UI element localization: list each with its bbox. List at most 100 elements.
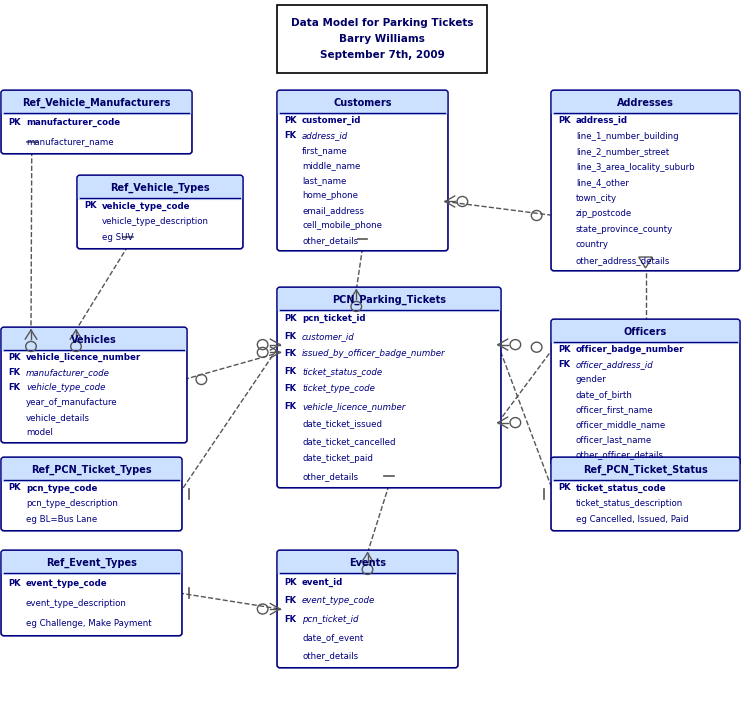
- Text: pcn_type_description: pcn_type_description: [26, 500, 118, 508]
- Text: PK: PK: [8, 484, 21, 493]
- Text: vehicle_type_code: vehicle_type_code: [26, 383, 105, 392]
- Text: Data Model for Parking Tickets
Barry Williams
September 7th, 2009: Data Model for Parking Tickets Barry Wil…: [291, 18, 473, 60]
- Text: other_address_details: other_address_details: [576, 256, 670, 265]
- Text: address_id: address_id: [576, 116, 628, 126]
- Text: other_details: other_details: [302, 472, 358, 481]
- Text: FK: FK: [284, 131, 296, 140]
- Text: Ref_Vehicle_Types: Ref_Vehicle_Types: [111, 183, 210, 193]
- Text: other_details: other_details: [302, 651, 358, 661]
- FancyBboxPatch shape: [1, 328, 186, 352]
- Text: PK: PK: [284, 314, 297, 323]
- Text: vehicle_licence_number: vehicle_licence_number: [26, 353, 141, 362]
- Text: vehicle_type_code: vehicle_type_code: [102, 201, 191, 211]
- Text: pcn_type_code: pcn_type_code: [26, 484, 97, 493]
- Text: Events: Events: [349, 558, 386, 568]
- Text: model: model: [26, 428, 53, 437]
- Text: FK: FK: [284, 366, 296, 376]
- Text: officer_middle_name: officer_middle_name: [576, 420, 666, 429]
- Text: vehicle_details: vehicle_details: [26, 413, 90, 422]
- FancyBboxPatch shape: [77, 176, 243, 249]
- Text: Ref_PCN_Ticket_Status: Ref_PCN_Ticket_Status: [583, 465, 708, 475]
- Text: manufacturer_code: manufacturer_code: [26, 118, 120, 127]
- Text: ticket_status_description: ticket_status_description: [576, 500, 683, 508]
- FancyBboxPatch shape: [552, 320, 739, 344]
- Text: event_type_description: event_type_description: [26, 599, 127, 607]
- Text: home_phone: home_phone: [302, 191, 358, 200]
- Text: address_id: address_id: [302, 131, 348, 140]
- FancyBboxPatch shape: [551, 319, 740, 465]
- FancyBboxPatch shape: [277, 5, 487, 73]
- Text: manufacturer_code: manufacturer_code: [26, 368, 110, 377]
- FancyBboxPatch shape: [1, 550, 182, 636]
- Text: PCN_Parking_Tickets: PCN_Parking_Tickets: [332, 295, 446, 305]
- FancyBboxPatch shape: [552, 458, 739, 482]
- Text: customer_id: customer_id: [302, 332, 355, 340]
- FancyBboxPatch shape: [277, 90, 448, 251]
- Text: ticket_status_code: ticket_status_code: [302, 366, 382, 376]
- FancyBboxPatch shape: [78, 176, 242, 200]
- FancyBboxPatch shape: [277, 287, 501, 488]
- Text: event_type_code: event_type_code: [302, 596, 375, 605]
- FancyBboxPatch shape: [277, 550, 458, 668]
- Text: middle_name: middle_name: [302, 161, 361, 170]
- Text: eg Cancelled, Issued, Paid: eg Cancelled, Issued, Paid: [576, 515, 689, 524]
- Text: town_city: town_city: [576, 194, 617, 203]
- Text: date_ticket_paid: date_ticket_paid: [302, 454, 373, 463]
- Text: date_of_event: date_of_event: [302, 633, 364, 642]
- Text: Officers: Officers: [624, 327, 667, 337]
- Text: event_id: event_id: [302, 578, 344, 587]
- FancyBboxPatch shape: [551, 457, 740, 531]
- Text: Customers: Customers: [333, 98, 392, 108]
- Text: last_name: last_name: [302, 176, 347, 185]
- Text: FK: FK: [284, 596, 296, 605]
- FancyBboxPatch shape: [278, 551, 457, 575]
- Text: FK: FK: [284, 614, 296, 623]
- Text: FK: FK: [284, 332, 296, 340]
- FancyBboxPatch shape: [1, 327, 187, 443]
- Text: officer_badge_number: officer_badge_number: [576, 345, 685, 354]
- Text: issued_by_officer_badge_number: issued_by_officer_badge_number: [302, 350, 445, 358]
- Text: PK: PK: [8, 578, 21, 588]
- Text: year_of_manufacture: year_of_manufacture: [26, 398, 118, 407]
- Text: line_3_area_locality_suburb: line_3_area_locality_suburb: [576, 163, 695, 172]
- Text: eg Challenge, Make Payment: eg Challenge, Make Payment: [26, 618, 151, 628]
- FancyBboxPatch shape: [1, 91, 191, 115]
- Text: email_address: email_address: [302, 206, 364, 215]
- Text: state_province_county: state_province_county: [576, 225, 673, 234]
- Text: Addresses: Addresses: [617, 98, 674, 108]
- Text: other_details: other_details: [302, 236, 358, 245]
- Text: ticket_type_code: ticket_type_code: [302, 384, 375, 393]
- Text: other_officer_details: other_officer_details: [576, 450, 664, 459]
- Text: PK: PK: [8, 118, 21, 127]
- Text: Ref_Vehicle_Manufacturers: Ref_Vehicle_Manufacturers: [22, 98, 171, 108]
- Text: PK: PK: [558, 484, 571, 493]
- Text: line_4_other: line_4_other: [576, 178, 629, 187]
- Text: customer_id: customer_id: [302, 116, 361, 125]
- Text: PK: PK: [558, 117, 571, 125]
- Text: date_ticket_cancelled: date_ticket_cancelled: [302, 437, 395, 446]
- Text: FK: FK: [8, 368, 20, 377]
- Text: eg SUV: eg SUV: [102, 234, 134, 242]
- Text: cell_mobile_phone: cell_mobile_phone: [302, 221, 382, 230]
- Text: date_of_birth: date_of_birth: [576, 390, 633, 399]
- Text: zip_postcode: zip_postcode: [576, 209, 632, 218]
- Text: FK: FK: [8, 383, 20, 392]
- Text: FK: FK: [558, 360, 570, 369]
- Text: officer_first_name: officer_first_name: [576, 405, 654, 414]
- FancyBboxPatch shape: [278, 91, 447, 115]
- Text: officer_address_id: officer_address_id: [576, 360, 654, 369]
- Text: date_ticket_issued: date_ticket_issued: [302, 419, 382, 428]
- Text: Ref_PCN_Ticket_Types: Ref_PCN_Ticket_Types: [31, 465, 152, 475]
- Text: eg BL=Bus Lane: eg BL=Bus Lane: [26, 515, 97, 524]
- Text: vehicle_licence_number: vehicle_licence_number: [302, 402, 405, 411]
- Text: FK: FK: [284, 384, 296, 393]
- FancyBboxPatch shape: [1, 457, 182, 531]
- Text: line_1_number_building: line_1_number_building: [576, 132, 679, 140]
- Text: event_type_code: event_type_code: [26, 578, 108, 588]
- FancyBboxPatch shape: [1, 551, 181, 575]
- Text: PK: PK: [284, 116, 297, 125]
- Text: PK: PK: [284, 578, 297, 587]
- Text: ticket_status_code: ticket_status_code: [576, 484, 666, 493]
- Text: FK: FK: [284, 350, 296, 358]
- Text: PK: PK: [558, 345, 571, 354]
